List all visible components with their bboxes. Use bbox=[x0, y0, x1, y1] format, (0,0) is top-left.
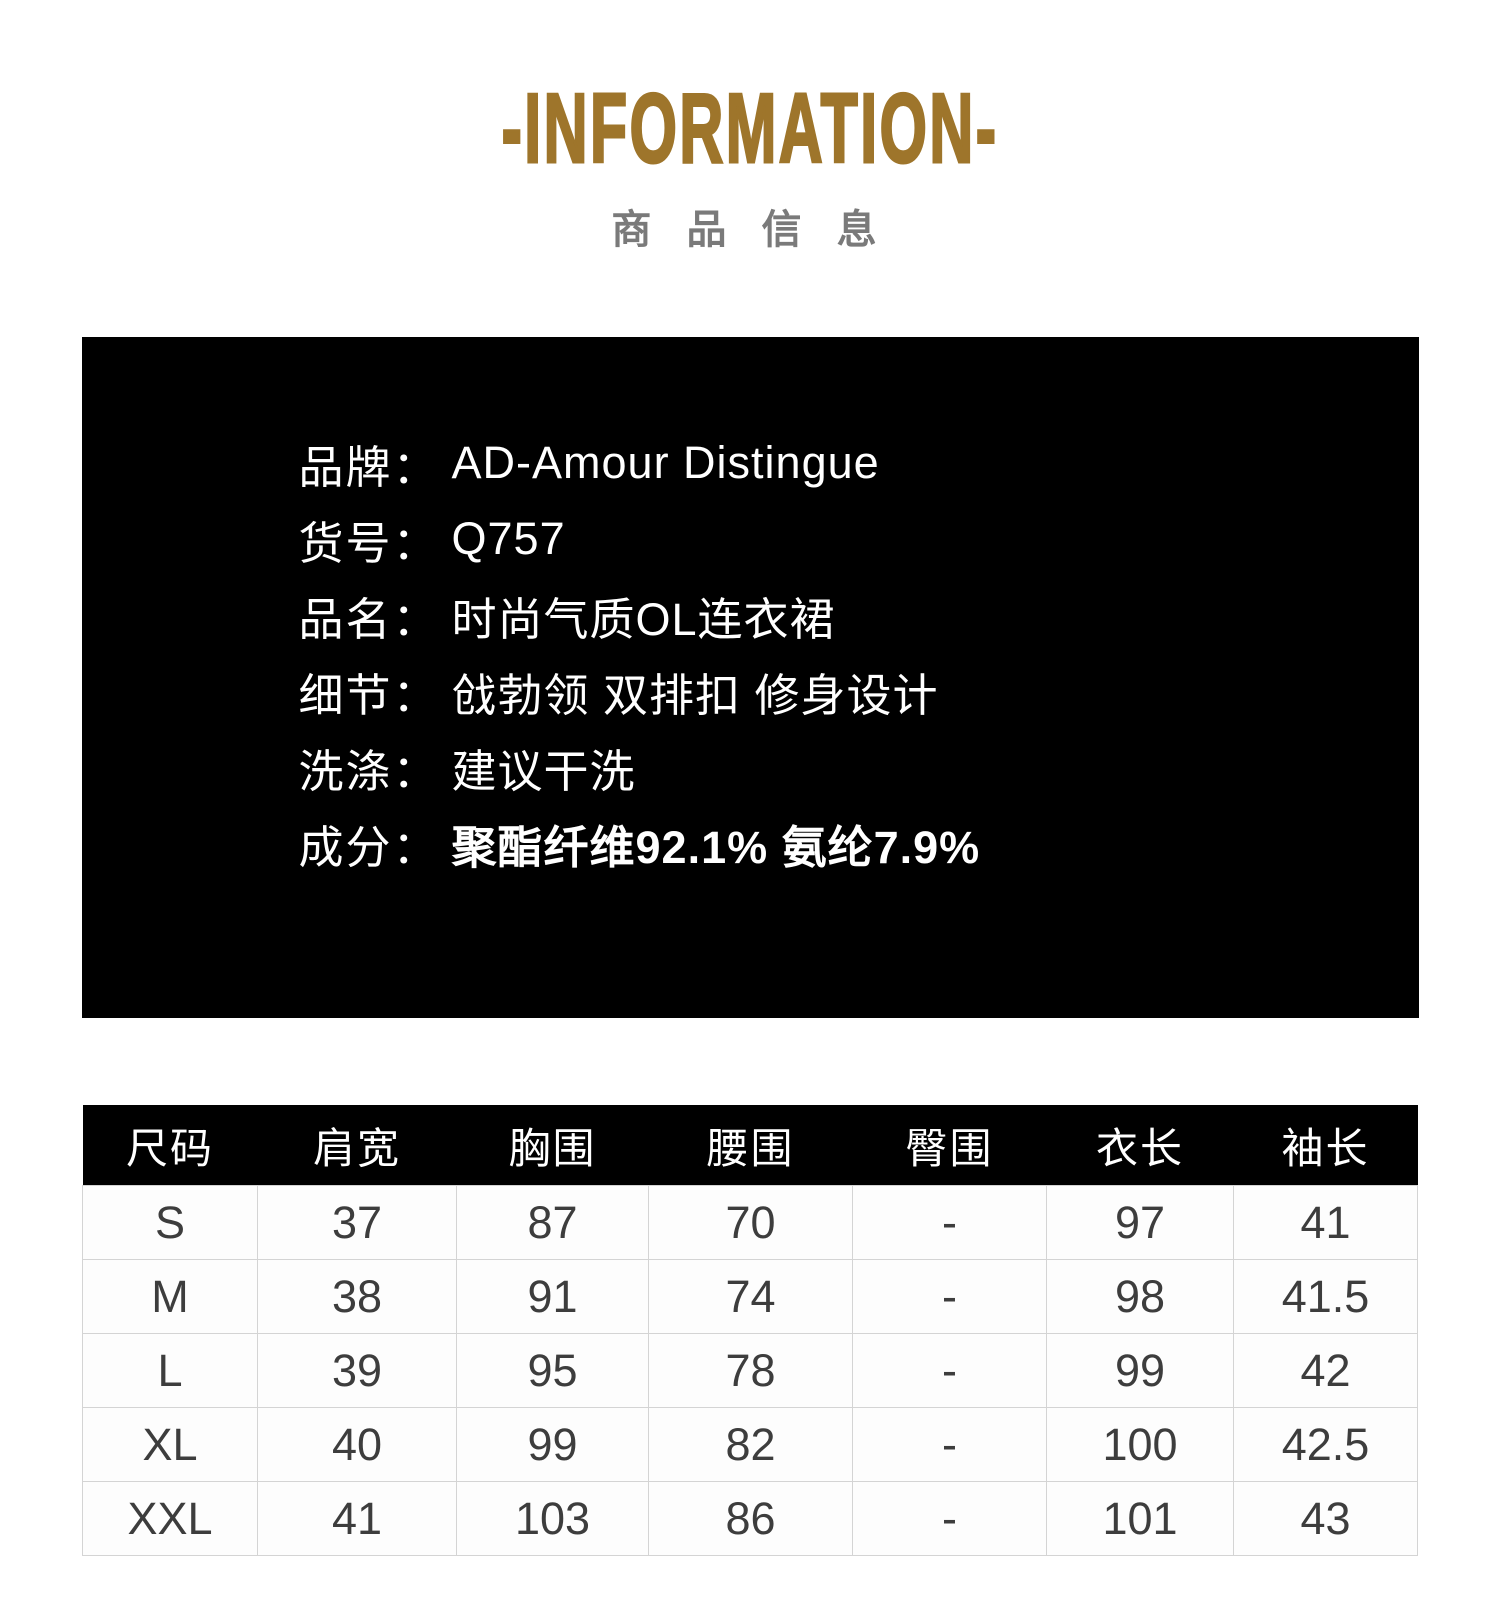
cell: 91 bbox=[456, 1259, 649, 1334]
cell: - bbox=[852, 1481, 1047, 1556]
info-label-brand: 品牌： bbox=[298, 441, 440, 493]
cell: 42.5 bbox=[1233, 1407, 1418, 1482]
product-info-panel: 品牌： AD-Amour Distingue 货号： Q757 品名： 时尚气质… bbox=[81, 337, 1419, 1018]
cell: 87 bbox=[456, 1185, 649, 1260]
cell: 70 bbox=[648, 1185, 853, 1260]
info-row-product-name: 品名： 时尚气质OL连衣裙 bbox=[299, 577, 1389, 653]
cell: 100 bbox=[1046, 1407, 1234, 1482]
cell: 74 bbox=[648, 1259, 853, 1334]
cell: 41 bbox=[1233, 1185, 1418, 1260]
cell: 37 bbox=[257, 1185, 457, 1260]
info-value-composition: 聚酯纤维92.1% 氨纶7.9% bbox=[451, 821, 981, 873]
header-cell-bust: 胸围 bbox=[456, 1105, 649, 1186]
cell: 40 bbox=[257, 1407, 457, 1482]
cell: 82 bbox=[648, 1407, 853, 1482]
cell: 42 bbox=[1233, 1333, 1418, 1408]
table-row-s: S 37 87 70 - 97 41 bbox=[82, 1185, 1418, 1260]
info-row-details: 细节： 戗勃领 双排扣 修身设计 bbox=[299, 653, 1389, 729]
info-value-product-name: 时尚气质OL连衣裙 bbox=[451, 593, 836, 645]
size-table-header-row: 尺码 肩宽 胸围 腰围 臀围 衣长 袖长 bbox=[82, 1105, 1418, 1186]
cell: M bbox=[82, 1259, 258, 1334]
cell: 38 bbox=[257, 1259, 457, 1334]
info-label-product-name: 品名： bbox=[298, 593, 440, 645]
cell: - bbox=[852, 1333, 1047, 1408]
header-cell-hip: 臀围 bbox=[852, 1105, 1047, 1186]
cell: 95 bbox=[456, 1333, 649, 1408]
cell: - bbox=[852, 1407, 1047, 1482]
table-row-l: L 39 95 78 - 99 42 bbox=[82, 1333, 1418, 1408]
info-value-washing: 建议干洗 bbox=[451, 745, 636, 797]
cell: 98 bbox=[1046, 1259, 1234, 1334]
cell: - bbox=[852, 1185, 1047, 1260]
cell: 97 bbox=[1046, 1185, 1234, 1260]
info-label-composition: 成分： bbox=[298, 821, 440, 873]
header-cell-waist: 腰围 bbox=[648, 1105, 853, 1186]
cell: 41.5 bbox=[1233, 1259, 1418, 1334]
cell: XL bbox=[82, 1407, 258, 1482]
info-row-brand: 品牌： AD-Amour Distingue bbox=[299, 425, 1389, 501]
page-title: -INFORMATION- bbox=[501, 73, 999, 183]
cell: L bbox=[82, 1333, 258, 1408]
info-label-details: 细节： bbox=[298, 669, 440, 721]
info-value-brand: AD-Amour Distingue bbox=[451, 437, 880, 488]
header-cell-size: 尺码 bbox=[82, 1105, 258, 1186]
info-value-details: 戗勃领 双排扣 修身设计 bbox=[451, 669, 939, 721]
cell: 78 bbox=[648, 1333, 853, 1408]
cell: 99 bbox=[456, 1407, 649, 1482]
cell: 39 bbox=[257, 1333, 457, 1408]
table-row-xl: XL 40 99 82 - 100 42.5 bbox=[82, 1407, 1418, 1482]
cell: S bbox=[82, 1185, 258, 1260]
cell: XXL bbox=[82, 1481, 258, 1556]
info-row-washing: 洗涤： 建议干洗 bbox=[299, 729, 1389, 805]
page-subtitle: 商 品 信 息 bbox=[611, 208, 889, 252]
info-row-composition: 成分： 聚酯纤维92.1% 氨纶7.9% bbox=[299, 805, 1389, 881]
info-value-item-number: Q757 bbox=[451, 513, 566, 564]
cell: - bbox=[852, 1259, 1047, 1334]
header-cell-shoulder: 肩宽 bbox=[257, 1105, 457, 1186]
cell: 41 bbox=[257, 1481, 457, 1556]
header-cell-sleeve: 袖长 bbox=[1233, 1105, 1418, 1186]
info-label-washing: 洗涤： bbox=[298, 745, 440, 797]
table-row-m: M 38 91 74 - 98 41.5 bbox=[82, 1259, 1418, 1334]
size-table: 尺码 肩宽 胸围 腰围 臀围 衣长 袖长 S 37 87 70 - 97 41 … bbox=[82, 1105, 1418, 1556]
cell: 103 bbox=[456, 1481, 649, 1556]
info-label-item-number: 货号： bbox=[298, 517, 440, 569]
info-row-item-number: 货号： Q757 bbox=[299, 501, 1389, 577]
cell: 43 bbox=[1233, 1481, 1418, 1556]
table-row-xxl: XXL 41 103 86 - 101 43 bbox=[82, 1481, 1418, 1556]
cell: 101 bbox=[1046, 1481, 1234, 1556]
cell: 86 bbox=[648, 1481, 853, 1556]
cell: 99 bbox=[1046, 1333, 1234, 1408]
header-cell-length: 衣长 bbox=[1046, 1105, 1234, 1186]
